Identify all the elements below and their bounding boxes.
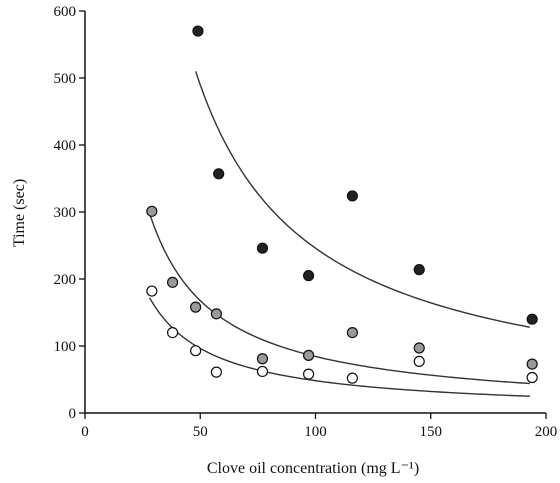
y-tick-label: 400 bbox=[54, 138, 77, 154]
y-tick-label: 600 bbox=[54, 4, 77, 20]
data-point-series-1 bbox=[526, 313, 538, 325]
x-tick-label: 150 bbox=[420, 424, 443, 440]
data-point-series-2 bbox=[302, 349, 315, 361]
data-point-series-2 bbox=[190, 301, 202, 313]
y-tick-label: 300 bbox=[54, 205, 77, 221]
data-point-series-2 bbox=[146, 205, 158, 217]
data-point-series-2 bbox=[346, 327, 358, 339]
data-point-series-3 bbox=[210, 366, 222, 378]
data-point-series-1 bbox=[256, 242, 269, 254]
data-point-series-3 bbox=[256, 365, 269, 378]
fit-curves bbox=[148, 71, 531, 397]
x-tick-label: 200 bbox=[535, 424, 558, 440]
data-point-series-1 bbox=[302, 270, 315, 282]
data-point-series-2 bbox=[413, 342, 425, 354]
x-axis-title: Clove oil concentration (mg L⁻¹) bbox=[207, 460, 419, 477]
y-tick-label: 0 bbox=[69, 406, 77, 422]
data-point-series-3 bbox=[346, 372, 358, 384]
x-tick-label: 0 bbox=[81, 424, 89, 440]
data-point-series-2 bbox=[256, 353, 269, 365]
axes: 0 100 200 300 400 500 600 0 50 100 150 200 bbox=[54, 4, 558, 440]
data-point-series-2 bbox=[526, 358, 538, 370]
y-axis-title: Time (sec) bbox=[11, 179, 28, 247]
data-point-series-1 bbox=[346, 190, 358, 202]
data-point-series-3 bbox=[526, 371, 538, 384]
data-point-series-1 bbox=[413, 264, 425, 276]
x-tick-label: 100 bbox=[304, 424, 327, 440]
data-point-series-3 bbox=[146, 285, 158, 297]
fit-curve-2 bbox=[148, 213, 530, 385]
data-point-series-3 bbox=[166, 327, 179, 339]
y-tick-label: 500 bbox=[54, 71, 77, 87]
data-point-series-2 bbox=[166, 276, 179, 288]
data-point-series-3 bbox=[190, 345, 202, 357]
y-tick-label: 100 bbox=[54, 339, 77, 355]
data-point-series-1 bbox=[192, 25, 204, 37]
data-point-series-2 bbox=[210, 308, 222, 320]
data-point-series-3 bbox=[302, 368, 315, 380]
data-points bbox=[146, 25, 538, 384]
fit-curve-3 bbox=[148, 297, 530, 397]
x-tick-label: 50 bbox=[193, 424, 208, 440]
fit-curve-1 bbox=[194, 71, 531, 328]
data-point-series-3 bbox=[413, 355, 425, 368]
y-tick-label: 200 bbox=[54, 272, 77, 288]
data-point-series-1 bbox=[213, 168, 225, 180]
